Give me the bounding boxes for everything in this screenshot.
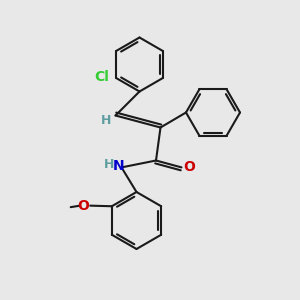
Text: N: N [113,159,124,173]
Text: H: H [101,114,111,128]
Text: H: H [104,158,114,172]
Text: O: O [183,160,195,174]
Text: Cl: Cl [94,70,109,83]
Text: O: O [77,199,89,213]
